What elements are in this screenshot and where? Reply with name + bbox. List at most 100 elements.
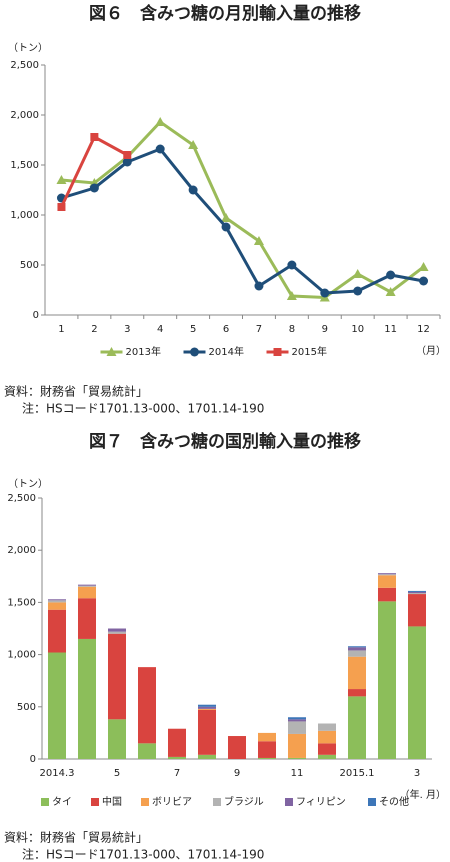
bar-segment xyxy=(48,599,66,601)
x-tick-label: 3 xyxy=(124,324,130,335)
marker xyxy=(123,151,132,159)
y-unit: （トン） xyxy=(8,42,48,54)
x-tick-label: 2014.3 xyxy=(40,768,75,779)
bar-segment xyxy=(108,628,126,632)
marker xyxy=(190,347,199,357)
marker xyxy=(352,269,363,278)
legend-label: ブラジル xyxy=(224,795,264,808)
bar-segment xyxy=(288,721,306,734)
bar-segment xyxy=(198,706,216,709)
bar-segment xyxy=(198,708,216,710)
x-tick-label: 4 xyxy=(157,324,163,335)
marker xyxy=(418,262,429,271)
x-unit: （月） xyxy=(416,345,446,357)
y-tick-label: 0 xyxy=(33,310,39,321)
marker xyxy=(253,236,264,245)
x-tick-label: 9 xyxy=(322,324,328,335)
marker xyxy=(221,222,231,232)
bar-segment xyxy=(348,650,366,657)
legend-label: フィリピン xyxy=(296,796,346,808)
bar-segment xyxy=(408,590,426,592)
bar-segment xyxy=(48,600,66,603)
marker xyxy=(221,213,232,222)
marker xyxy=(155,144,165,154)
bar-segment xyxy=(318,754,336,759)
chart-title: 図６ 含みつ糖の月別輸入量の推移 xyxy=(89,3,361,24)
bar-segment xyxy=(258,757,276,759)
x-tick-label: 11 xyxy=(291,768,304,779)
x-tick-label: 2015.1 xyxy=(340,768,375,779)
legend-label: タイ xyxy=(52,796,72,808)
y-tick-label: 2,000 xyxy=(10,110,39,121)
marker xyxy=(287,260,297,270)
marker xyxy=(320,288,330,298)
bar-segment xyxy=(168,728,186,757)
x-tick-label: 12 xyxy=(417,324,430,335)
marker xyxy=(188,140,199,149)
bar-segment xyxy=(348,647,366,651)
bar-segment xyxy=(258,741,276,758)
line-series xyxy=(61,147,424,295)
bar-segment xyxy=(138,743,156,759)
legend-swatch xyxy=(285,798,293,806)
bar-segment xyxy=(168,756,186,759)
note: 注：HSコード1701.13-000、1701.14-190 xyxy=(22,401,264,416)
x-tick-label: 11 xyxy=(384,324,397,335)
bar-segment xyxy=(318,730,336,744)
x-tick-label: 3 xyxy=(414,768,420,779)
marker xyxy=(56,175,67,184)
legend-label: 2015年 xyxy=(292,345,327,358)
marker xyxy=(122,157,132,167)
marker xyxy=(254,281,264,291)
legend-swatch xyxy=(91,798,99,806)
legend-label: ボリビア xyxy=(152,796,192,808)
bar-segment xyxy=(48,609,66,653)
y-tick-label: 1,500 xyxy=(10,160,39,171)
bar-segment xyxy=(378,574,396,576)
bar-segment xyxy=(408,594,426,627)
x-unit: （年. 月） xyxy=(400,788,446,801)
x-tick-label: 7 xyxy=(174,768,180,779)
y-tick-label: 1,000 xyxy=(10,210,39,221)
x-tick-label: 2 xyxy=(91,324,97,335)
marker xyxy=(385,287,396,296)
bar-segment xyxy=(78,638,96,759)
bar-segment xyxy=(138,667,156,744)
marker xyxy=(155,117,166,126)
marker xyxy=(57,203,66,211)
bar-segment xyxy=(78,598,96,639)
bar-segment xyxy=(378,573,396,575)
x-tick-label: 5 xyxy=(114,768,120,779)
bar-segment xyxy=(378,601,396,759)
bar-segment xyxy=(288,733,306,758)
bar-segment xyxy=(378,575,396,588)
bar-segment xyxy=(78,585,96,587)
y-tick-label: 500 xyxy=(20,260,39,271)
x-tick-label: 10 xyxy=(351,324,364,335)
bar-segment xyxy=(198,709,216,755)
bar-segment xyxy=(348,656,366,690)
bar-segment xyxy=(348,646,366,648)
y-tick-label: 2,500 xyxy=(7,493,36,504)
legend-label: 2013年 xyxy=(126,345,161,358)
x-tick-label: 9 xyxy=(234,768,240,779)
legend-swatch xyxy=(368,798,376,806)
bar-segment xyxy=(318,743,336,755)
bar-segment xyxy=(108,719,126,759)
x-tick-label: 7 xyxy=(256,324,262,335)
marker xyxy=(106,347,117,356)
bar-segment xyxy=(288,719,306,722)
legend-label: 中国 xyxy=(102,795,122,808)
bar-segment xyxy=(78,584,96,586)
bar-segment xyxy=(228,736,246,759)
legend-label: 2014年 xyxy=(209,345,244,358)
note: 注：HSコード1701.13-000、1701.14-190 xyxy=(22,847,264,862)
legend-swatch xyxy=(213,798,221,806)
source: 資料：財務省「貿易統計」 xyxy=(4,830,148,845)
bar-segment xyxy=(258,732,276,742)
y-tick-label: 2,000 xyxy=(7,545,36,556)
y-tick-label: 500 xyxy=(17,702,36,713)
legend-swatch xyxy=(141,798,149,806)
